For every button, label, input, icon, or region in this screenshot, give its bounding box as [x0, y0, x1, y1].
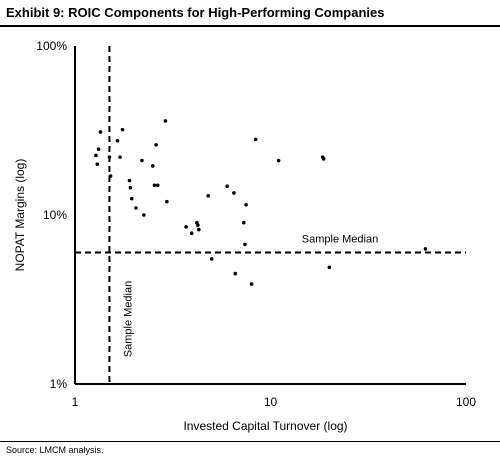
data-point — [134, 206, 138, 210]
data-point — [196, 223, 200, 228]
y-tick-label: 1% — [50, 377, 68, 391]
data-point — [184, 225, 188, 229]
data-point — [150, 164, 155, 168]
data-point — [163, 119, 168, 123]
data-point — [225, 184, 229, 189]
data-point — [189, 231, 194, 236]
data-point — [253, 137, 258, 142]
data-point — [128, 185, 133, 190]
footer-rule — [0, 441, 500, 442]
median-label-horizontal: Sample Median — [302, 233, 378, 245]
data-point — [197, 227, 201, 232]
data-point — [140, 158, 144, 163]
data-point — [209, 257, 214, 261]
data-point — [94, 153, 98, 158]
data-point — [127, 178, 132, 183]
data-point — [243, 242, 247, 247]
y-axis-label: NOPAT Margins (log) — [13, 159, 27, 272]
median-label-vertical: Sample Median — [122, 281, 134, 357]
data-point — [423, 247, 428, 251]
data-point — [129, 196, 134, 201]
chart-axes — [74, 46, 466, 385]
data-point — [276, 158, 281, 163]
data-point — [152, 183, 157, 188]
source-note: Source: LMCM analysis. — [6, 445, 104, 455]
reference-lines: Sample Median Sample Median — [75, 46, 466, 384]
data-point — [107, 155, 112, 159]
data-point — [98, 130, 103, 134]
axis-labels: Invested Capital Turnover (log) NOPAT Mar… — [13, 159, 348, 433]
exhibit-title: Exhibit 9: ROIC Components for High-Perf… — [6, 5, 385, 20]
scatter-chart: Sample Median Sample Median 1 10 100 1% 10% 10… — [13, 39, 476, 433]
data-point — [142, 213, 146, 217]
data-point — [165, 199, 169, 204]
data-point — [95, 162, 100, 166]
x-axis-label: Invested Capital Turnover (log) — [183, 419, 347, 433]
data-point — [108, 174, 113, 178]
data-point — [96, 147, 101, 152]
x-tick-label: 1 — [72, 395, 79, 409]
x-tick-label: 100 — [456, 395, 476, 409]
data-point — [155, 183, 160, 188]
data-points — [94, 119, 428, 286]
data-point — [241, 220, 246, 225]
y-tick-label: 100% — [36, 39, 67, 53]
data-point — [206, 193, 210, 198]
title-rule — [0, 25, 500, 27]
x-tick-label: 10 — [264, 395, 278, 409]
tick-labels: 1 10 100 1% 10% 100% — [36, 39, 476, 409]
data-point — [249, 282, 254, 286]
data-point — [244, 202, 248, 207]
data-point — [115, 138, 120, 143]
data-point — [120, 127, 125, 132]
data-point — [233, 271, 238, 276]
data-point — [321, 157, 326, 161]
data-point — [154, 143, 158, 147]
data-point — [327, 265, 332, 270]
data-point — [232, 191, 236, 195]
y-tick-label: 10% — [43, 208, 67, 222]
data-point — [118, 155, 122, 159]
